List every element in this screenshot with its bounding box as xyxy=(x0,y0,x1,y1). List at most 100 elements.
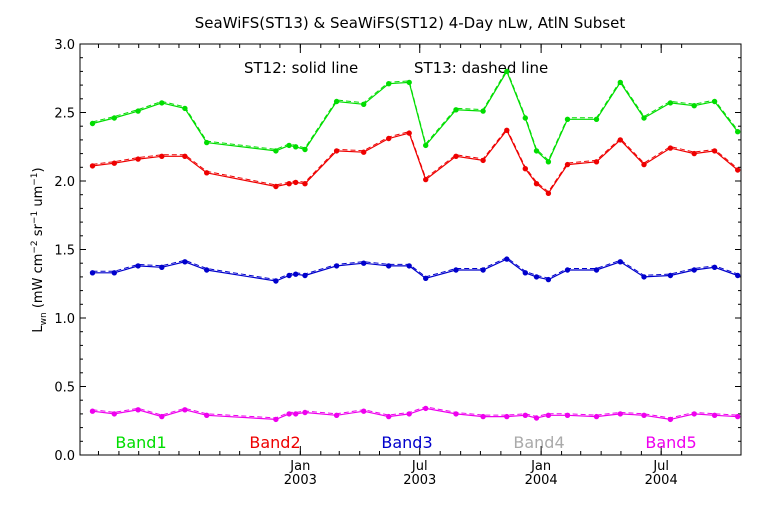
data-point-band2 xyxy=(159,153,165,160)
data-point-band5 xyxy=(135,407,141,413)
x-tick-year: 2003 xyxy=(403,473,436,488)
data-point-band5 xyxy=(522,412,528,418)
data-point-band2 xyxy=(293,179,299,186)
data-point-band2 xyxy=(302,181,308,187)
data-point-band3 xyxy=(504,256,510,262)
data-point-band1 xyxy=(504,68,510,75)
data-point-band2 xyxy=(333,148,340,154)
x-tick-month: Jan xyxy=(289,459,310,474)
data-point-band5 xyxy=(182,407,188,413)
data-point-band3 xyxy=(159,264,165,270)
data-point-band5 xyxy=(293,411,299,417)
data-point-band3 xyxy=(423,275,429,281)
series-dashed-band1 xyxy=(92,68,739,162)
y-tick-label: 2.5 xyxy=(54,107,75,122)
data-point-band5 xyxy=(302,409,308,416)
x-tick-month: Jul xyxy=(652,459,669,474)
y-tick-label: 0.5 xyxy=(54,381,75,396)
data-point-band3 xyxy=(667,272,674,279)
data-point-band1 xyxy=(617,79,623,86)
data-point-band3 xyxy=(286,272,292,279)
data-point-band5 xyxy=(533,415,540,421)
data-point-band5 xyxy=(593,413,600,420)
annotation-solid: ST12: solid line xyxy=(244,59,358,77)
data-point-band5 xyxy=(480,413,486,420)
x-tick-year: 2003 xyxy=(284,473,317,488)
data-point-band3 xyxy=(593,267,600,273)
data-point-band2 xyxy=(522,166,528,172)
data-point-band5 xyxy=(406,411,412,417)
series-dashed-band3 xyxy=(92,257,738,281)
data-point-band5 xyxy=(159,413,165,420)
data-point-band3 xyxy=(204,267,210,273)
x-tick-year: 2004 xyxy=(525,473,558,488)
svg-text:Lwn (mW cm−2 sr−1 um−1): Lwn (mW cm−2 sr−1 um−1) xyxy=(30,167,49,332)
data-point-band1 xyxy=(711,98,718,105)
data-point-band2 xyxy=(641,161,647,168)
y-tick-label: 3.0 xyxy=(54,38,75,53)
data-point-band2 xyxy=(667,145,674,151)
data-point-band2 xyxy=(593,159,600,165)
data-point-band2 xyxy=(361,149,367,155)
chart-title: SeaWiFS(ST13) & SeaWiFS(ST12) 4-Day nLw,… xyxy=(195,14,626,32)
data-point-band1 xyxy=(423,142,429,149)
y-tick-label: 1.0 xyxy=(54,312,75,327)
data-point-band3 xyxy=(691,267,697,273)
data-point-band1 xyxy=(302,146,308,153)
data-point-band5 xyxy=(273,416,279,423)
annotation-dashed: ST13: dashed line xyxy=(414,59,548,77)
data-point-band1 xyxy=(533,148,540,154)
data-point-band3 xyxy=(564,267,571,273)
data-point-band3 xyxy=(273,278,279,284)
data-point-band1 xyxy=(182,105,188,112)
data-point-band3 xyxy=(735,272,741,279)
data-point-band5 xyxy=(545,412,552,418)
data-point-band3 xyxy=(617,259,623,265)
data-point-band5 xyxy=(641,412,647,418)
data-point-band5 xyxy=(423,405,429,412)
data-point-band3 xyxy=(302,272,308,279)
data-point-band5 xyxy=(386,413,392,420)
data-point-band5 xyxy=(711,412,718,418)
data-point-band2 xyxy=(480,157,486,164)
data-point-band2 xyxy=(89,163,96,169)
data-point-band1 xyxy=(522,115,528,121)
data-point-band1 xyxy=(111,115,118,121)
data-point-band1 xyxy=(480,108,486,114)
data-point-band1 xyxy=(406,79,412,86)
data-point-band3 xyxy=(545,276,552,283)
data-point-band2 xyxy=(691,150,697,157)
y-axis-label: Lwn (mW cm−2 sr−1 um−1) xyxy=(30,167,49,332)
data-point-band1 xyxy=(386,81,392,87)
data-series xyxy=(89,68,741,423)
data-point-band3 xyxy=(135,263,141,269)
legend-band5: Band5 xyxy=(645,433,696,452)
data-point-band1 xyxy=(286,142,292,149)
x-tick-month: Jan xyxy=(530,459,551,474)
y-tick-label: 2.0 xyxy=(54,175,75,190)
data-point-band1 xyxy=(691,103,697,109)
data-point-band1 xyxy=(273,148,279,154)
y-tick-label: 1.5 xyxy=(54,244,75,259)
legend-band4: Band4 xyxy=(513,433,564,452)
data-point-band2 xyxy=(423,176,429,183)
series-line-band2 xyxy=(92,129,739,195)
data-point-band2 xyxy=(273,183,279,190)
data-point-band3 xyxy=(111,270,118,276)
data-point-band3 xyxy=(361,260,367,266)
data-point-band3 xyxy=(406,263,412,269)
data-point-band1 xyxy=(641,115,647,121)
data-point-band3 xyxy=(293,271,299,277)
data-point-band5 xyxy=(735,413,741,420)
legend-band2: Band2 xyxy=(249,433,300,452)
data-point-band2 xyxy=(111,160,118,166)
data-point-band5 xyxy=(361,408,367,414)
data-point-band2 xyxy=(711,148,718,154)
data-point-band5 xyxy=(111,411,118,417)
legend-band3: Band3 xyxy=(381,433,432,452)
data-point-band3 xyxy=(453,267,459,273)
legend: Band1 Band2 Band3 Band4 Band5 xyxy=(115,433,696,452)
data-point-band3 xyxy=(480,267,486,273)
